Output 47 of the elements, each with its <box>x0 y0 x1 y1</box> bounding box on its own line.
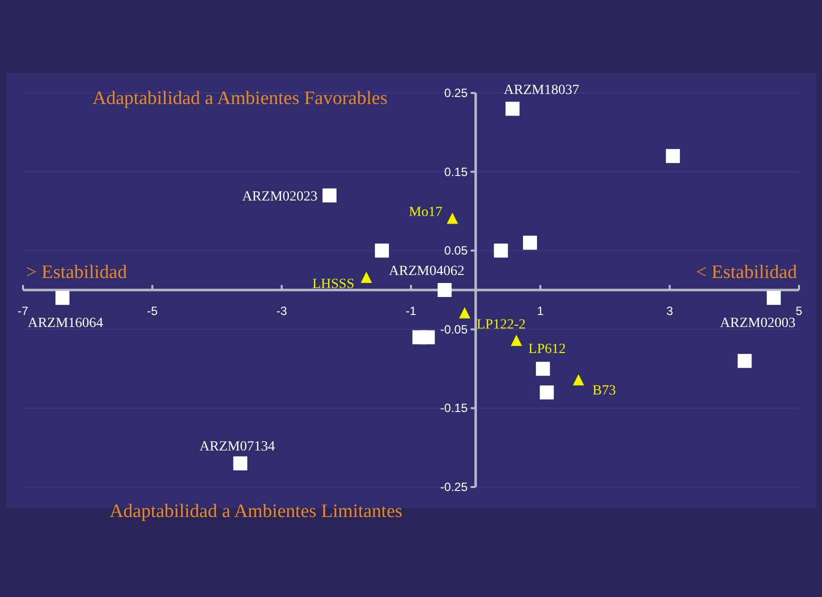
annotation: ARZM16064 <box>28 316 104 331</box>
x-tick-label: -3 <box>276 304 288 318</box>
y-tick-label: 0.25 <box>444 86 468 100</box>
x-tick-label: 5 <box>796 304 803 318</box>
annotation: ARZM07134 <box>200 439 276 454</box>
x-tick-label: 3 <box>666 304 674 318</box>
annotation: LP612 <box>528 342 566 358</box>
point <box>494 244 508 258</box>
text: Adaptabilidad a Ambientes Limitantes <box>110 501 402 522</box>
point <box>572 373 585 386</box>
x-tick-label: -7 <box>18 304 29 318</box>
point <box>738 354 752 368</box>
annotation: ARZM04062 <box>388 264 464 279</box>
annotation: B73 <box>592 384 616 399</box>
point <box>540 385 554 400</box>
annotation: LHSSS <box>312 277 354 292</box>
annotation: < Estabilidad <box>696 262 798 283</box>
x-tick-label: -1 <box>406 304 417 318</box>
point <box>360 270 373 284</box>
annotation: ARZM18037 <box>504 82 580 98</box>
annotation: ARZM02023 <box>242 189 318 204</box>
annotation: > Estabilidad <box>26 262 128 283</box>
point <box>438 282 452 297</box>
y-tick-label: 0.15 <box>444 164 468 179</box>
y-tick-label: -0.15 <box>440 401 468 416</box>
point <box>458 306 471 319</box>
x-tick-label: 1 <box>536 304 544 318</box>
annotation: Adaptabilidad a Ambientes Favorables <box>92 88 388 109</box>
point <box>666 149 680 164</box>
point <box>522 236 537 250</box>
y-tick-label: -0.25 <box>440 480 468 494</box>
point <box>446 212 459 224</box>
y-tick-label: -0.05 <box>440 322 468 336</box>
point <box>374 244 389 258</box>
point <box>420 330 435 344</box>
x-tick-label: -5 <box>147 304 158 318</box>
annotation: Mo17 <box>408 205 442 220</box>
annotation: LP122-2 <box>476 318 526 333</box>
y-tick-label: 0.05 <box>444 244 468 258</box>
point <box>510 334 523 346</box>
point <box>233 456 248 470</box>
point <box>55 290 70 305</box>
annotation: ARZM02003 <box>720 316 796 331</box>
point <box>506 102 520 116</box>
point <box>766 290 781 305</box>
point <box>322 188 337 202</box>
point <box>536 362 550 376</box>
